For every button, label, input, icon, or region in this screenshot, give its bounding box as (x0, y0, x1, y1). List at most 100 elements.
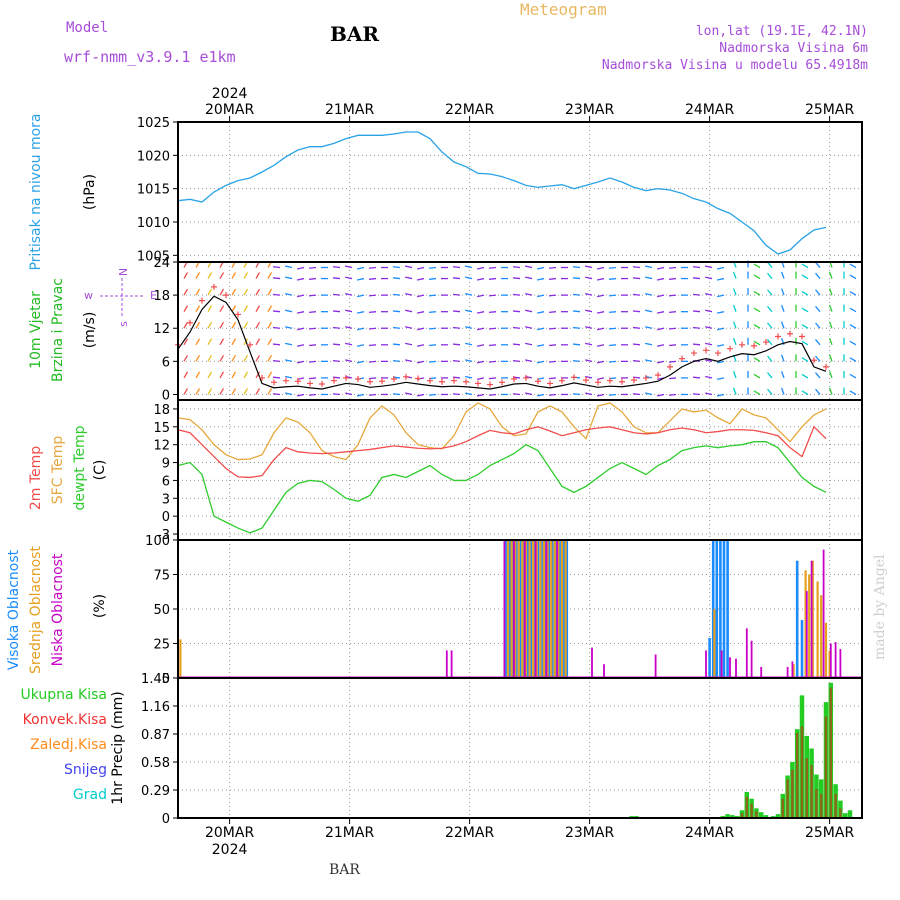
wind-barb (705, 375, 713, 379)
wind-barb (332, 343, 341, 346)
wind-barb (732, 321, 737, 329)
wind-barb (849, 340, 857, 346)
wind-barb (753, 373, 761, 379)
mid-cloud-bar (524, 540, 528, 678)
wind-barb (815, 339, 821, 346)
wind-gust-marker (583, 377, 589, 384)
wind-tick-label: 18 (153, 289, 170, 304)
wind-barb (717, 294, 725, 298)
wind-gust-marker (343, 374, 349, 381)
wind-barb (608, 393, 617, 396)
conv-precip-bar (810, 764, 813, 818)
low-cloud-bar (556, 540, 559, 678)
wind-barb (452, 277, 461, 280)
wind-barb (828, 371, 833, 379)
mid-cloud-bar (539, 540, 542, 678)
wind-barb (767, 322, 773, 329)
mid-cloud-bar (514, 540, 517, 678)
cloud-tick-label: 100 (145, 534, 170, 549)
wind-barb (572, 277, 581, 280)
meteogram-title: Meteogram (520, 0, 607, 19)
wind-gust-marker (787, 330, 793, 337)
conv-precip-bar (834, 793, 837, 818)
wind-barb (255, 288, 261, 296)
wind-gust-marker (259, 374, 265, 381)
wind-barb (668, 294, 677, 297)
wind-barb (717, 277, 725, 281)
high-cloud-axis-label: Visoka Oblacnost (6, 549, 22, 670)
wind-barb (488, 266, 497, 269)
wind-barb (597, 360, 605, 364)
wind-barb (183, 288, 189, 296)
wind-barb (219, 305, 225, 313)
low-cloud-bar (786, 666, 789, 678)
cloud-tick-label: 50 (153, 603, 170, 618)
wind-barb (285, 326, 293, 329)
wind-barb (608, 294, 617, 297)
low-cloud-bar (591, 647, 593, 678)
wind-barb (815, 305, 821, 313)
wind-barb (828, 321, 833, 329)
wind-barb (645, 342, 653, 346)
wind-barb (732, 304, 737, 312)
bottom-date-label: 25MAR (805, 825, 854, 841)
low-cloud-bar (513, 540, 515, 678)
wind-barb (705, 392, 713, 396)
wind-barb (297, 360, 305, 364)
mid-cloud-bar (546, 540, 549, 678)
wind-tick-label: 24 (153, 256, 170, 271)
temperature-tick-label: 0 (162, 510, 170, 525)
wind-speed-line (177, 295, 827, 390)
wind-barb (368, 294, 377, 297)
wind-barb (345, 326, 353, 329)
wind-barb (368, 311, 377, 314)
wind-barb (732, 271, 737, 279)
high-cloud-bar (554, 540, 558, 678)
wind-gust-marker (211, 283, 217, 290)
wind-barb (597, 266, 605, 270)
mid-cloud-bar (828, 650, 831, 678)
conv-precip-bar (819, 793, 823, 818)
conv-precip-bar (795, 733, 799, 818)
wind-barb (767, 339, 773, 346)
station-elevation: Nadmorska Visina 6m (719, 41, 868, 56)
wind-barb (849, 263, 857, 269)
wind-gust-marker (763, 339, 769, 346)
wind-gust-marker (631, 377, 637, 384)
wind-barb (828, 304, 833, 312)
wind-gust-marker (475, 380, 481, 387)
wind-gust-marker (199, 297, 205, 304)
wind-barb (231, 288, 237, 296)
wind-barb (645, 309, 653, 313)
wind-gust-marker (535, 378, 541, 385)
wind-gust-marker (499, 379, 505, 386)
wind-barb (705, 293, 713, 296)
temp-axis-unit: (C) (92, 460, 108, 481)
wind-barb (632, 266, 641, 269)
wind-barb (368, 277, 377, 280)
wind-barb (668, 344, 677, 347)
wind-barb (428, 327, 437, 330)
wind-barb (357, 294, 365, 298)
conv-precip-bar (791, 769, 794, 818)
wind-barb (308, 327, 317, 330)
top-date-label: 23MAR (565, 102, 614, 118)
wind-barb (308, 393, 317, 396)
mid-cloud-bar (179, 639, 182, 678)
mid-cloud-bar (804, 570, 807, 678)
wind-gust-marker (739, 341, 745, 348)
wind-barb (732, 387, 737, 395)
wind-gust-marker (679, 355, 685, 362)
wind-barb (537, 311, 545, 314)
conv-precip-bar (740, 813, 744, 818)
wind-barb (267, 272, 273, 279)
wind-barb (767, 272, 773, 279)
wind-barb (405, 293, 413, 296)
low-cloud-bar (829, 643, 832, 678)
wind-barb (195, 305, 201, 313)
wind-barb (465, 326, 473, 329)
wind-barb (815, 272, 821, 279)
wind-gust-marker (619, 378, 625, 385)
wind-plot-area (178, 262, 862, 400)
pressure-plot-area (178, 122, 862, 262)
